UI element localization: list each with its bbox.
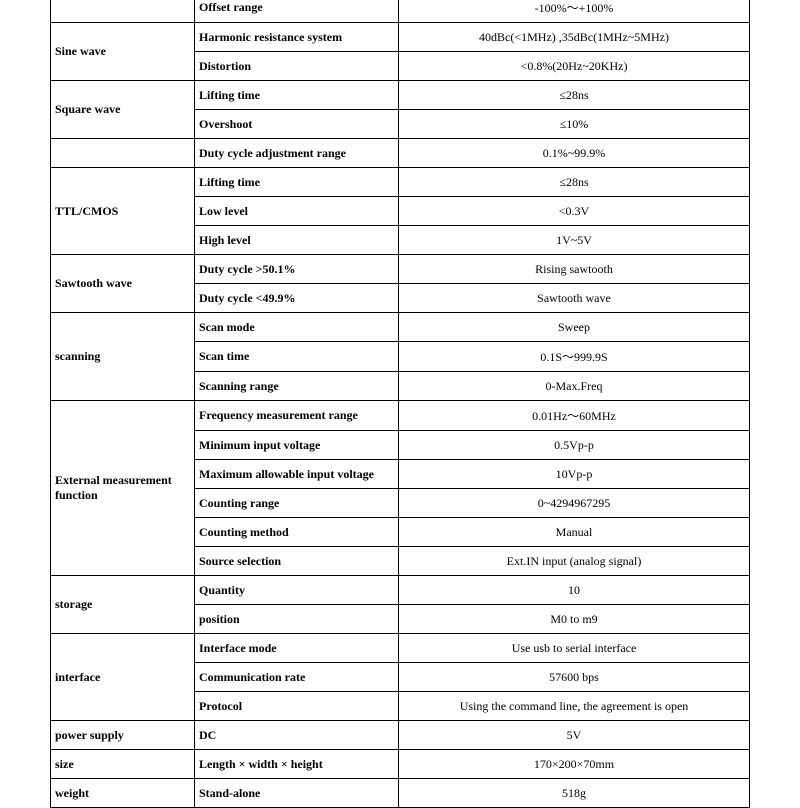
param-value: 0-Max.Freq: [399, 372, 750, 401]
param-value: ≤28ns: [399, 81, 750, 110]
param-label: Low level: [195, 197, 399, 226]
group-cell-extmeas: External measurement function: [51, 401, 195, 576]
param-label: Scanning range: [195, 372, 399, 401]
group-cell-sine: Sine wave: [51, 23, 195, 81]
param-label: Stand-alone: [195, 779, 399, 808]
param-label: Duty cycle adjustment range: [195, 139, 399, 168]
param-value: Rising sawtooth: [399, 255, 750, 284]
group-cell-sawtooth: Sawtooth wave: [51, 255, 195, 313]
param-value: M0 to m9: [399, 605, 750, 634]
param-value: 10Vp-p: [399, 460, 750, 489]
param-value: 0.1S～999.9S: [399, 342, 750, 372]
table-row: size Length × width × height 170×200×70m…: [51, 750, 750, 779]
param-label: Counting range: [195, 489, 399, 518]
table-row: Duty cycle adjustment range 0.1%~99.9%: [51, 139, 750, 168]
param-label: Minimum input voltage: [195, 431, 399, 460]
table-row: power supply DC 5V: [51, 721, 750, 750]
param-value: 0~4294967295: [399, 489, 750, 518]
param-value: <0.3V: [399, 197, 750, 226]
spec-table: Offset range -100%～+100% Sine wave Harmo…: [50, 0, 750, 808]
param-label: Length × width × height: [195, 750, 399, 779]
param-value: Use usb to serial interface: [399, 634, 750, 663]
param-value: 10: [399, 576, 750, 605]
table-row: Square wave Lifting time ≤28ns: [51, 81, 750, 110]
table-row: scanning Scan mode Sweep: [51, 313, 750, 342]
param-value: 0.1%~99.9%: [399, 139, 750, 168]
param-value: Sweep: [399, 313, 750, 342]
param-label: Lifting time: [195, 81, 399, 110]
param-label: Frequency measurement range: [195, 401, 399, 431]
table-row: External measurement function Frequency …: [51, 401, 750, 431]
param-value: 0.5Vp-p: [399, 431, 750, 460]
table-row: TTL/CMOS Lifting time ≤28ns: [51, 168, 750, 197]
param-label: DC: [195, 721, 399, 750]
param-label: High level: [195, 226, 399, 255]
param-label: Interface mode: [195, 634, 399, 663]
table-row: Sine wave Harmonic resistance system 40d…: [51, 23, 750, 52]
param-value: 57600 bps: [399, 663, 750, 692]
param-label: Offset range: [195, 0, 399, 23]
param-label: Quantity: [195, 576, 399, 605]
param-value: 1V~5V: [399, 226, 750, 255]
param-label: Lifting time: [195, 168, 399, 197]
param-value: 170×200×70mm: [399, 750, 750, 779]
group-cell-weight: weight: [51, 779, 195, 808]
param-value: Manual: [399, 518, 750, 547]
group-cell-square: Square wave: [51, 81, 195, 139]
group-cell-blank: [51, 0, 195, 23]
param-value: 518g: [399, 779, 750, 808]
spec-table-container: Offset range -100%～+100% Sine wave Harmo…: [50, 0, 750, 808]
param-label: Scan time: [195, 342, 399, 372]
param-value: Sawtooth wave: [399, 284, 750, 313]
param-label: Distortion: [195, 52, 399, 81]
param-label: position: [195, 605, 399, 634]
group-cell-interface: interface: [51, 634, 195, 721]
param-value: Ext.IN input (analog signal): [399, 547, 750, 576]
param-label: Communication rate: [195, 663, 399, 692]
group-cell-power: power supply: [51, 721, 195, 750]
param-label: Source selection: [195, 547, 399, 576]
param-value: <0.8%(20Hz~20KHz): [399, 52, 750, 81]
table-row: Offset range -100%～+100%: [51, 0, 750, 23]
param-label: Maximum allowable input voltage: [195, 460, 399, 489]
group-cell-scanning: scanning: [51, 313, 195, 401]
group-cell-size: size: [51, 750, 195, 779]
group-cell-ttl: TTL/CMOS: [51, 168, 195, 255]
group-cell-blank: [51, 139, 195, 168]
param-value: 0.01Hz～60MHz: [399, 401, 750, 431]
param-value: 5V: [399, 721, 750, 750]
param-label: Overshoot: [195, 110, 399, 139]
table-row: storage Quantity 10: [51, 576, 750, 605]
param-label: Duty cycle <49.9%: [195, 284, 399, 313]
param-label: Counting method: [195, 518, 399, 547]
param-label: Duty cycle >50.1%: [195, 255, 399, 284]
table-row: weight Stand-alone 518g: [51, 779, 750, 808]
param-value: 40dBc(<1MHz) ,35dBc(1MHz~5MHz): [399, 23, 750, 52]
group-cell-storage: storage: [51, 576, 195, 634]
param-value: Using the command line, the agreement is…: [399, 692, 750, 721]
param-value: ≤10%: [399, 110, 750, 139]
table-row: Sawtooth wave Duty cycle >50.1% Rising s…: [51, 255, 750, 284]
param-label: Protocol: [195, 692, 399, 721]
table-row: interface Interface mode Use usb to seri…: [51, 634, 750, 663]
param-value: ≤28ns: [399, 168, 750, 197]
param-label: Harmonic resistance system: [195, 23, 399, 52]
param-label: Scan mode: [195, 313, 399, 342]
param-value: -100%～+100%: [399, 0, 750, 23]
